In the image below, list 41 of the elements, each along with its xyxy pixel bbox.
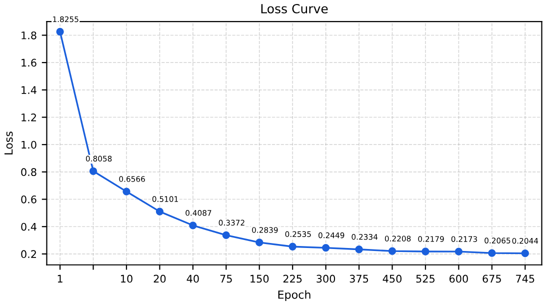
- point: [288, 242, 296, 250]
- x-axis-title: Epoch: [278, 290, 310, 301]
- point: [156, 208, 164, 216]
- x-tick-label: 525: [416, 274, 435, 283]
- x-tick-label: 150: [250, 274, 269, 283]
- x-tick-label: 375: [350, 274, 368, 283]
- point: [355, 246, 363, 254]
- x-tick-label: 600: [449, 274, 468, 283]
- point: [56, 28, 64, 36]
- x-tick-label: 1: [58, 274, 62, 283]
- point: [122, 188, 130, 196]
- point: [189, 222, 197, 230]
- y-tick-label: 1.8: [22, 31, 36, 40]
- y-tick-label: 0.8: [21, 168, 36, 176]
- x-tick-label: 745: [516, 274, 534, 283]
- y-tick-label: 1.2: [22, 113, 36, 122]
- y-axis-title: Loss: [4, 132, 13, 154]
- x-tick-label: 450: [382, 274, 402, 283]
- x-tick-label: 675: [482, 274, 501, 283]
- x-tick-label: 225: [283, 274, 302, 283]
- point: [89, 167, 98, 175]
- point: [454, 248, 463, 256]
- point: [388, 247, 396, 255]
- point: [521, 250, 529, 258]
- x-tick-label: 10: [121, 274, 132, 283]
- y-tick-label: 0.4: [21, 222, 36, 231]
- y-tick-label: 1.0: [22, 140, 36, 149]
- y-tick-label: 0.6: [21, 195, 36, 204]
- x-tick-label: 20: [154, 274, 166, 283]
- x-tick-label: 300: [316, 274, 336, 283]
- y-tick-label: 0.2: [21, 250, 36, 258]
- y-tick-label: 1.6: [22, 58, 36, 67]
- x-tick-label: 75: [220, 274, 232, 283]
- y-tick-label: 1.4: [22, 86, 36, 94]
- chart-title: Loss Curve: [261, 4, 328, 14]
- point: [322, 244, 330, 252]
- point: [222, 231, 230, 240]
- x-tick-label: 40: [186, 274, 199, 283]
- point: [488, 249, 496, 257]
- point: [256, 238, 264, 246]
- point: [422, 248, 430, 256]
